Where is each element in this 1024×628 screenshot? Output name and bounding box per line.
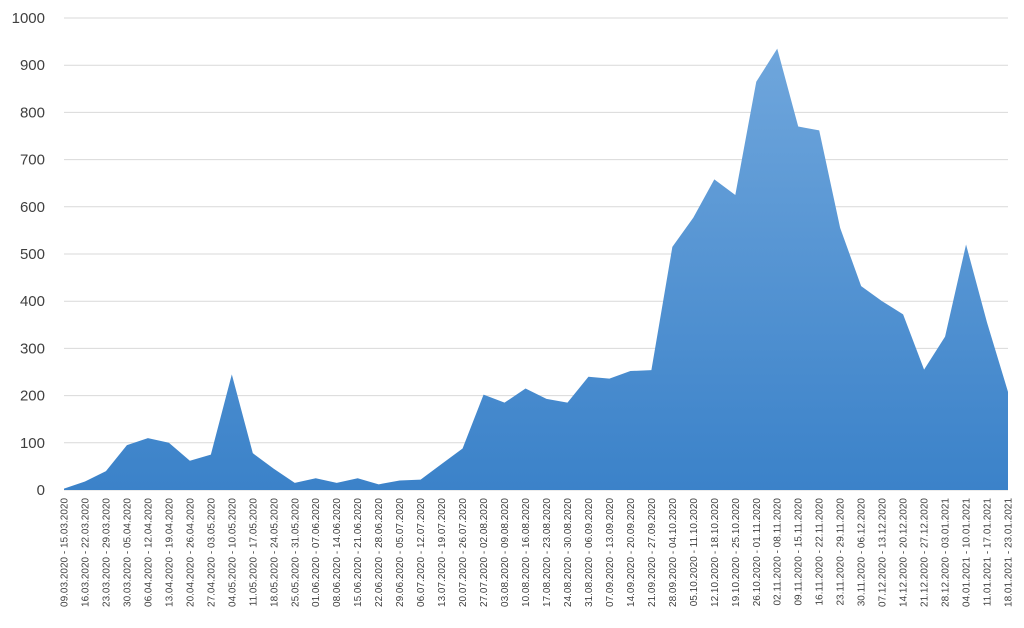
x-tick-label: 18.01.2021 - 23.01.2021 xyxy=(1004,498,1015,607)
x-tick-label: 21.12.2020 - 27.12.2020 xyxy=(920,498,931,607)
x-tick-label: 27.07.2020 - 02.08.2020 xyxy=(479,498,490,607)
x-tick-label: 31.08.2020 - 06.09.2020 xyxy=(584,498,595,607)
x-tick-label: 14.09.2020 - 20.09.2020 xyxy=(626,498,637,607)
y-tick-label: 900 xyxy=(20,57,45,74)
x-tick-label: 16.03.2020 - 22.03.2020 xyxy=(80,498,91,607)
x-tick-label: 15.06.2020 - 21.06.2020 xyxy=(353,498,364,607)
x-tick-label: 04.01.2021 - 10.01.2021 xyxy=(962,498,973,607)
y-tick-label: 400 xyxy=(20,293,45,310)
y-axis-tick-labels: 0 100 200 300 400 500 600 700 800 900 1000 xyxy=(12,10,45,499)
y-tick-label: 800 xyxy=(20,104,45,121)
x-tick-label: 02.11.2020 - 08.11.2020 xyxy=(773,498,784,606)
x-tick-label: 08.06.2020 - 14.06.2020 xyxy=(332,498,343,607)
x-tick-label: 04.05.2020 - 10.05.2020 xyxy=(227,498,238,607)
x-tick-label: 21.09.2020 - 27.09.2020 xyxy=(647,498,658,607)
x-tick-label: 22.06.2020 - 28.06.2020 xyxy=(374,498,385,607)
x-tick-label: 11.05.2020 - 17.05.2020 xyxy=(248,498,259,607)
x-tick-label: 03.08.2020 - 09.08.2020 xyxy=(500,498,511,607)
x-tick-label: 11.01.2021 - 17.01.2021 xyxy=(983,498,994,607)
y-tick-label: 100 xyxy=(20,435,45,452)
series-area xyxy=(64,48,1008,491)
x-tick-label: 28.09.2020 - 04.10.2020 xyxy=(668,498,679,607)
x-tick-label: 28.12.2020 - 03.01.2021 xyxy=(941,498,952,607)
x-tick-label: 12.10.2020 - 18.10.2020 xyxy=(710,498,721,607)
x-tick-label: 10.08.2020 - 16.08.2020 xyxy=(521,498,532,607)
y-tick-label: 500 xyxy=(20,246,45,263)
y-tick-label: 700 xyxy=(20,152,45,169)
x-tick-label: 07.12.2020 - 13.12.2020 xyxy=(878,498,889,607)
x-tick-label: 30.11.2020 - 06.12.2020 xyxy=(857,498,868,607)
y-tick-label: 600 xyxy=(20,199,45,216)
series-area-fill xyxy=(64,48,1008,491)
x-tick-label: 09.03.2020 - 15.03.2020 xyxy=(60,498,71,607)
x-tick-label: 06.04.2020 - 12.04.2020 xyxy=(143,498,154,607)
x-tick-label: 23.03.2020 - 29.03.2020 xyxy=(101,498,112,607)
x-tick-label: 05.10.2020 - 11.10.2020 xyxy=(689,498,700,607)
x-tick-label: 26.10.2020 - 01.11.2020 xyxy=(752,498,763,607)
x-axis-tick-labels: 09.03.2020 - 15.03.2020 16.03.2020 - 22.0… xyxy=(60,498,1015,607)
x-tick-label: 13.07.2020 - 19.07.2020 xyxy=(437,498,448,607)
x-tick-label: 16.11.2020 - 22.11.2020 xyxy=(815,498,826,606)
x-tick-label: 13.04.2020 - 19.04.2020 xyxy=(164,498,175,607)
x-tick-label: 19.10.2020 - 25.10.2020 xyxy=(731,498,742,607)
x-tick-label: 27.04.2020 - 03.05.2020 xyxy=(206,498,217,607)
x-tick-label: 06.07.2020 - 12.07.2020 xyxy=(416,498,427,607)
x-tick-label: 09.11.2020 - 15.11.2020 xyxy=(794,498,805,606)
y-tick-label: 200 xyxy=(20,388,45,405)
x-tick-label: 01.06.2020 - 07.06.2020 xyxy=(311,498,322,607)
x-tick-label: 29.06.2020 - 05.07.2020 xyxy=(395,498,406,607)
x-tick-label: 20.04.2020 - 26.04.2020 xyxy=(185,498,196,607)
x-tick-label: 24.08.2020 - 30.08.2020 xyxy=(563,498,574,607)
x-tick-label: 07.09.2020 - 13.09.2020 xyxy=(605,498,616,607)
y-tick-label: 0 xyxy=(37,482,45,499)
x-tick-label: 17.08.2020 - 23.08.2020 xyxy=(542,498,553,607)
x-tick-label: 30.03.2020 - 05.04.2020 xyxy=(122,498,133,607)
x-tick-label: 25.05.2020 - 31.05.2020 xyxy=(290,498,301,607)
x-tick-label: 23.11.2020 - 29.11.2020 xyxy=(836,498,847,606)
x-tick-label: 14.12.2020 - 20.12.2020 xyxy=(899,498,910,607)
y-tick-label: 1000 xyxy=(12,10,45,27)
x-tick-label: 20.07.2020 - 26.07.2020 xyxy=(458,498,469,607)
x-tick-label: 18.05.2020 - 24.05.2020 xyxy=(269,498,280,607)
y-tick-label: 300 xyxy=(20,340,45,357)
